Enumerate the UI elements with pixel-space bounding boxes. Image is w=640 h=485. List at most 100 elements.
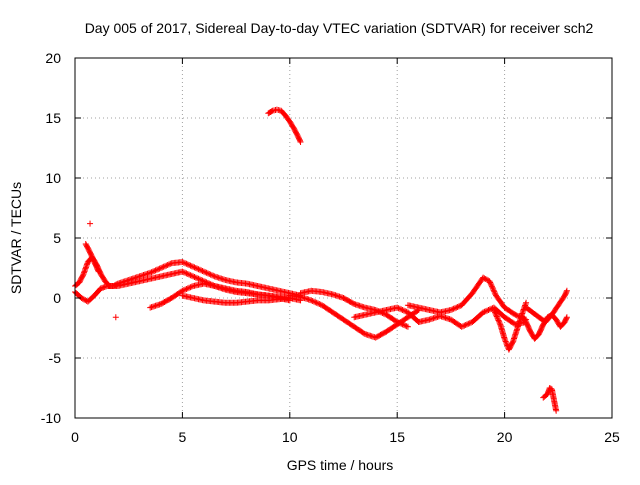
data-point xyxy=(310,298,317,305)
data-point xyxy=(195,266,202,273)
data-point xyxy=(164,262,171,268)
data-point xyxy=(486,306,493,313)
data-point xyxy=(488,282,495,289)
data-point xyxy=(95,267,102,274)
data-point xyxy=(402,322,409,329)
data-point xyxy=(484,307,491,314)
y-tick-label: 0 xyxy=(53,290,61,306)
x-tick-label: 5 xyxy=(179,429,187,445)
series-arc-lower xyxy=(540,385,560,414)
series-arc-upper xyxy=(265,106,304,145)
data-point xyxy=(191,274,198,280)
data-point xyxy=(317,301,324,308)
data-point xyxy=(308,297,315,304)
data-point xyxy=(490,287,497,294)
data-point xyxy=(496,320,503,327)
data-point xyxy=(464,321,471,328)
data-point xyxy=(396,305,403,312)
data-point xyxy=(404,323,411,330)
data-point xyxy=(482,308,489,315)
y-tick-label: -5 xyxy=(49,350,62,366)
data-point xyxy=(157,265,164,271)
data-point xyxy=(313,299,320,306)
data-point xyxy=(187,272,194,279)
data-point xyxy=(182,260,189,267)
data-point xyxy=(482,276,489,283)
data-point xyxy=(198,267,205,274)
data-point xyxy=(493,313,500,320)
data-point xyxy=(398,306,405,313)
data-point xyxy=(184,261,191,268)
data-point xyxy=(159,264,166,271)
data-point xyxy=(184,271,191,277)
data-point xyxy=(455,303,462,310)
data-point xyxy=(297,139,304,145)
data-point xyxy=(480,274,487,281)
y-tick-label: 20 xyxy=(45,50,61,66)
x-tick-label: 25 xyxy=(604,429,620,445)
data-point xyxy=(491,289,498,296)
data-point xyxy=(188,272,195,279)
data-point xyxy=(490,307,497,313)
data-point xyxy=(202,269,209,276)
data-point xyxy=(186,262,193,268)
data-point xyxy=(297,137,304,144)
data-point xyxy=(513,312,520,319)
data-point xyxy=(79,272,86,279)
data-point xyxy=(481,308,488,315)
data-point xyxy=(553,407,560,414)
data-point xyxy=(180,269,187,276)
data-point xyxy=(161,263,168,270)
data-point xyxy=(163,262,170,269)
data-point xyxy=(459,323,466,330)
data-point xyxy=(453,304,460,311)
data-point xyxy=(180,287,187,294)
data-point xyxy=(492,291,499,298)
data-point xyxy=(485,307,492,313)
data-layer xyxy=(72,106,570,414)
data-point xyxy=(312,299,319,306)
data-point xyxy=(153,266,160,273)
data-point xyxy=(481,275,488,282)
data-point xyxy=(192,274,199,281)
data-point xyxy=(196,276,203,283)
data-point-single xyxy=(87,220,94,227)
data-point xyxy=(451,305,458,312)
data-point xyxy=(494,316,501,323)
data-point xyxy=(402,308,409,315)
y-tick-label: 15 xyxy=(45,110,61,126)
data-point xyxy=(395,305,402,312)
x-tick-label: 15 xyxy=(389,429,405,445)
data-point xyxy=(509,339,516,346)
data-point xyxy=(179,259,186,265)
data-point xyxy=(190,263,197,270)
data-point xyxy=(155,266,162,273)
series-track-e xyxy=(179,292,293,306)
data-point xyxy=(400,322,407,328)
data-point xyxy=(503,339,510,346)
data-point xyxy=(488,283,495,290)
data-point xyxy=(208,272,215,279)
data-point xyxy=(400,307,407,314)
data-point xyxy=(360,330,367,337)
data-point xyxy=(152,267,159,274)
series-track-m xyxy=(523,287,570,325)
data-point xyxy=(450,305,457,312)
data-point xyxy=(187,262,194,269)
x-axis-label: GPS time / hours xyxy=(287,457,394,473)
data-point xyxy=(178,288,185,295)
data-point xyxy=(196,266,203,273)
data-point xyxy=(502,337,509,344)
data-point xyxy=(180,259,187,266)
y-tick-label: 5 xyxy=(53,230,61,246)
data-point xyxy=(191,264,198,271)
data-point xyxy=(81,296,88,303)
data-point xyxy=(192,265,199,271)
data-point xyxy=(167,260,174,267)
data-point xyxy=(458,323,465,330)
data-point xyxy=(314,300,321,307)
data-point xyxy=(466,320,473,327)
data-point xyxy=(183,260,190,267)
data-point xyxy=(511,311,518,317)
